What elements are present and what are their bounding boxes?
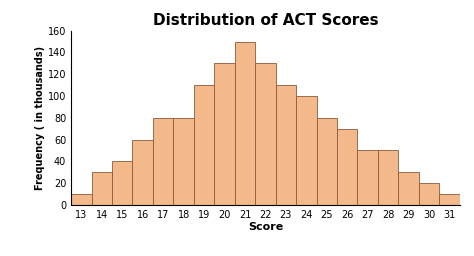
Bar [235,41,255,205]
Bar [296,96,317,205]
Bar [255,63,276,205]
Bar [399,172,419,205]
Bar [276,85,296,205]
Bar [173,118,194,205]
Bar [317,118,337,205]
Bar [419,183,439,205]
Y-axis label: Frequency ( in thousands): Frequency ( in thousands) [35,46,45,190]
Bar [378,150,399,205]
Bar [153,118,173,205]
Bar [132,140,153,205]
Title: Distribution of ACT Scores: Distribution of ACT Scores [153,13,378,28]
Bar [337,129,357,205]
Bar [214,63,235,205]
Bar [112,161,132,205]
Bar [439,194,460,205]
Bar [357,150,378,205]
Bar [194,85,214,205]
Bar [91,172,112,205]
Bar [71,194,91,205]
X-axis label: Score: Score [248,222,283,232]
